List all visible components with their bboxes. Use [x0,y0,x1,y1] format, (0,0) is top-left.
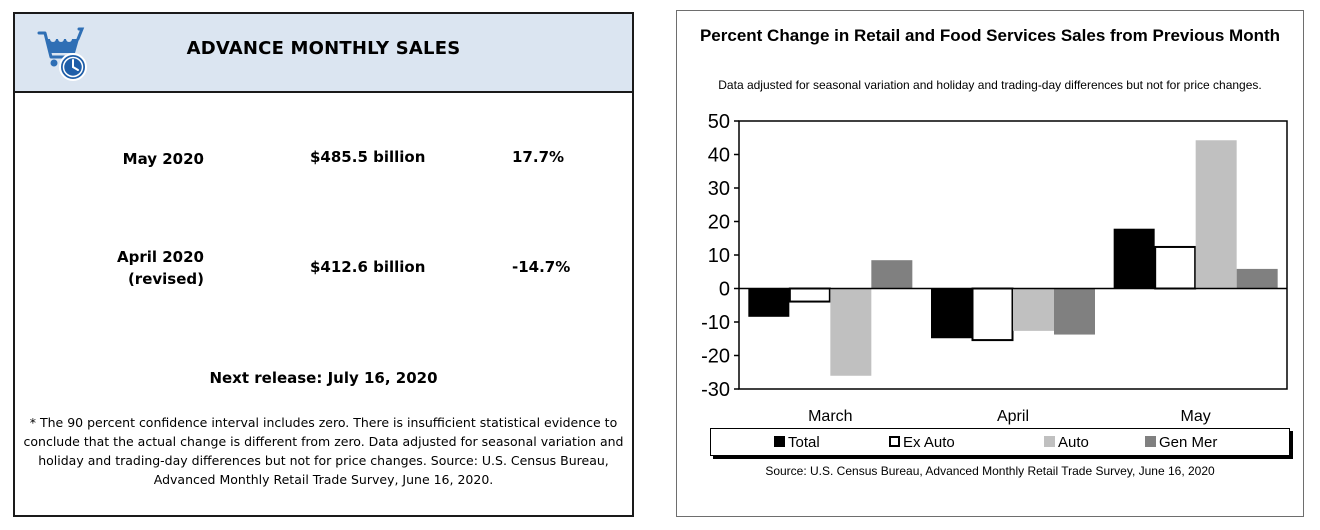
legend-swatch [889,436,900,447]
legend-label: Auto [1058,434,1089,451]
bar [1236,268,1278,289]
panel-title: ADVANCE MONTHLY SALES [186,38,461,59]
legend-swatch [1044,436,1055,447]
stat-amount: $485.5 billion [310,148,426,166]
chart-source: Source: U.S. Census Bureau, Advanced Mon… [765,464,1215,478]
legend-item-total: Total [774,434,820,452]
stat-percent: 17.7% [512,148,565,166]
bar [1054,288,1095,335]
stat-label: May 2020 [122,150,204,168]
bar-chart: 50 40 30 20 10 0 -10 -20 -30 March April May [701,111,1288,425]
bar [971,287,1014,342]
retail-sales-chart-panel: Percent Change in Retail and Food Servic… [676,10,1304,517]
y-tick-label: -20 [701,346,730,368]
y-tick-label: -10 [701,312,730,334]
y-tick-label: 50 [708,111,730,133]
y-tick-label: 40 [708,145,730,167]
bar [748,288,790,317]
legend-swatch [1145,436,1156,447]
legend-item-gen-mer: Gen Mer [1145,434,1217,452]
chart-legend: Total Ex Auto Auto Gen Mer [710,428,1290,456]
bar [871,260,913,290]
x-tick-label: April [997,408,1029,425]
y-tick-label: 20 [708,212,730,234]
x-tick-label: March [808,408,852,425]
advance-monthly-sales-panel: ADVANCE MONTHLY SALES May 2020 $485.5 bi… [13,12,634,517]
legend-label: Total [788,434,820,451]
bar [931,288,972,339]
shopping-cart-clock-icon [37,27,87,81]
legend-swatch [774,436,785,447]
y-tick-label: 30 [708,178,730,200]
bar [1113,228,1155,289]
bar [1154,245,1197,290]
bar [1013,288,1054,331]
panel-header: ADVANCE MONTHLY SALES [15,14,632,93]
bar [830,288,872,376]
legend-item-auto: Auto [1044,434,1089,452]
bar [788,287,831,303]
legend-label: Gen Mer [1159,434,1218,451]
y-tick-label: 10 [708,245,730,267]
y-tick-label: 0 [719,279,730,301]
legend-label: Ex Auto [903,434,955,451]
next-release: Next release: July 16, 2020 [209,369,438,387]
stat-percent: -14.7% [512,258,571,276]
legend-item-ex-auto: Ex Auto [889,434,955,452]
stat-label: April 2020 (revised) [117,248,204,288]
chart-subtitle: Data adjusted for seasonal variation and… [718,78,1262,92]
stat-amount: $412.6 billion [310,258,426,276]
chart-title: Percent Change in Retail and Food Servic… [699,26,1281,45]
bar [1195,140,1237,289]
y-tick-label: -30 [701,379,730,401]
x-tick-label: May [1181,408,1211,425]
footnote: * The 90 percent confidence interval inc… [23,415,624,487]
